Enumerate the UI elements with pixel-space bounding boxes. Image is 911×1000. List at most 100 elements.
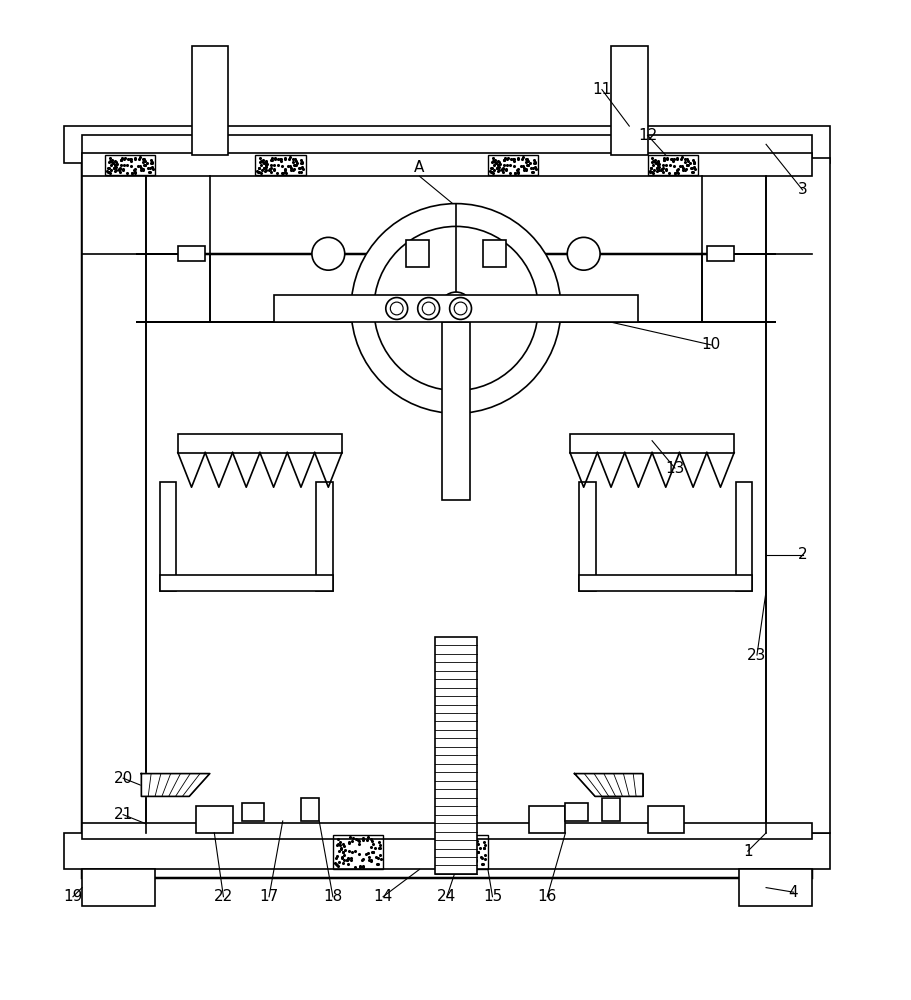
Point xyxy=(330,831,344,847)
Point xyxy=(675,160,690,176)
Point xyxy=(489,160,504,176)
Point xyxy=(253,153,268,169)
Point xyxy=(355,851,370,867)
Point xyxy=(360,845,374,861)
Point xyxy=(483,164,497,180)
Point xyxy=(679,157,693,173)
Point xyxy=(256,155,271,171)
Point xyxy=(355,832,370,848)
Point xyxy=(281,158,295,174)
Point xyxy=(494,162,508,178)
Point xyxy=(114,152,128,168)
Point xyxy=(332,854,346,870)
Point xyxy=(107,153,122,169)
Point xyxy=(101,160,116,176)
Point xyxy=(337,842,352,858)
Point xyxy=(138,157,152,173)
Point xyxy=(107,160,121,176)
Point xyxy=(445,856,460,872)
Text: 15: 15 xyxy=(482,889,502,904)
Point xyxy=(433,856,447,872)
Point xyxy=(516,162,530,178)
Point xyxy=(135,154,149,170)
Circle shape xyxy=(449,298,471,319)
Point xyxy=(502,165,517,181)
Point xyxy=(467,831,482,847)
Bar xyxy=(738,869,811,906)
Point xyxy=(680,153,694,169)
Bar xyxy=(435,637,476,874)
Point xyxy=(272,151,287,167)
Point xyxy=(343,852,358,868)
Bar xyxy=(601,798,619,821)
Point xyxy=(484,160,498,176)
Point xyxy=(128,165,142,181)
Point xyxy=(522,155,537,171)
Point xyxy=(252,150,267,166)
Point xyxy=(336,838,351,854)
Point xyxy=(136,162,150,178)
Point xyxy=(333,840,348,856)
Point xyxy=(270,157,284,173)
Point xyxy=(510,161,525,177)
Point xyxy=(107,157,122,173)
Point xyxy=(650,157,664,173)
Point xyxy=(440,844,455,860)
Point xyxy=(486,165,500,181)
Point xyxy=(488,155,503,171)
Point xyxy=(104,162,118,178)
Point xyxy=(277,150,292,166)
Point xyxy=(519,157,534,173)
Point xyxy=(468,853,483,869)
Point xyxy=(476,840,490,856)
Point xyxy=(496,160,510,176)
Point xyxy=(128,164,142,180)
Point xyxy=(470,844,485,860)
Point xyxy=(270,165,284,181)
Point xyxy=(456,833,471,849)
Text: 20: 20 xyxy=(113,771,133,786)
Point xyxy=(527,159,541,175)
Point xyxy=(361,849,375,865)
Point xyxy=(686,159,701,175)
Point xyxy=(141,164,156,180)
Point xyxy=(293,155,308,171)
Point xyxy=(274,151,289,167)
Point xyxy=(460,851,475,867)
Circle shape xyxy=(422,302,435,315)
Point xyxy=(353,858,367,874)
Circle shape xyxy=(312,237,344,270)
Point xyxy=(372,847,386,863)
Point xyxy=(646,162,660,178)
Point xyxy=(434,850,448,866)
Point xyxy=(138,157,152,173)
Point xyxy=(355,859,370,875)
Point xyxy=(133,160,148,176)
Point xyxy=(436,843,451,859)
Point xyxy=(263,160,278,176)
Point xyxy=(329,848,343,864)
Point xyxy=(664,151,679,167)
Point xyxy=(294,154,309,170)
Point xyxy=(516,160,530,176)
Circle shape xyxy=(439,292,472,325)
Point xyxy=(660,150,674,166)
Point xyxy=(445,852,459,868)
Point xyxy=(520,157,535,173)
Point xyxy=(526,152,540,168)
Point xyxy=(518,161,533,177)
Point xyxy=(448,852,463,868)
Text: 18: 18 xyxy=(322,889,343,904)
Point xyxy=(666,158,681,174)
Point xyxy=(102,150,117,166)
Bar xyxy=(273,295,638,322)
Point xyxy=(460,832,475,848)
Point xyxy=(258,157,272,173)
Point xyxy=(474,849,488,865)
Point xyxy=(484,160,498,176)
Point xyxy=(334,850,349,866)
Point xyxy=(341,856,355,872)
Point xyxy=(288,157,302,173)
Point xyxy=(365,844,380,860)
Point xyxy=(107,157,122,173)
